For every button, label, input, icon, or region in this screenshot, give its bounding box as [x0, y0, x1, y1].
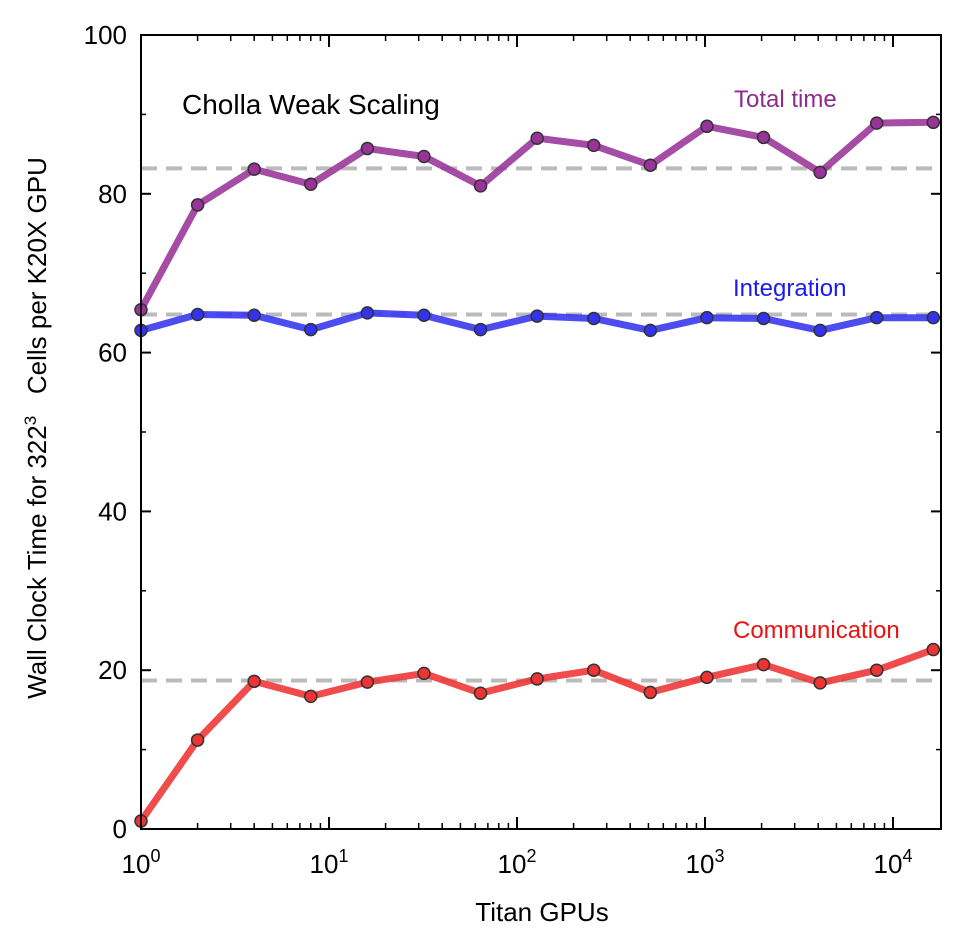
chart-title: Cholla Weak Scaling	[182, 89, 440, 120]
data-point-communication	[360, 675, 375, 689]
data-point-communication	[247, 674, 261, 689]
data-point-total-time	[247, 162, 261, 176]
data-point-total-time	[360, 141, 375, 156]
data-point-communication	[587, 663, 601, 677]
x-tick-label: 101	[310, 846, 349, 879]
series-label-integration: Integration	[733, 275, 846, 302]
data-point-integration	[247, 308, 261, 323]
y-tick-label: 0	[113, 814, 127, 844]
y-tick-label: 20	[98, 655, 127, 685]
data-point-integration	[926, 310, 941, 325]
plot-frame	[140, 34, 942, 830]
data-point-integration	[700, 310, 714, 325]
data-point-total-time	[813, 165, 827, 180]
reference-lines	[141, 166, 941, 683]
data-point-communication	[304, 689, 318, 704]
data-point-integration	[190, 307, 205, 322]
data-point-integration	[304, 322, 318, 337]
x-axis-title: Titan GPUs	[475, 897, 608, 927]
y-tick-label: 80	[98, 179, 127, 209]
data-point-total-time	[530, 131, 544, 145]
series-layer	[134, 115, 941, 828]
data-point-communication	[926, 642, 941, 657]
series-label-communication: Communication	[733, 617, 900, 644]
data-point-integration	[417, 308, 431, 323]
axis-ticks	[140, 34, 941, 830]
data-point-communication	[417, 666, 431, 681]
x-tick-label: 103	[686, 846, 725, 879]
data-point-integration	[587, 311, 601, 326]
data-point-communication	[190, 733, 205, 747]
data-point-communication	[869, 663, 884, 677]
data-point-integration	[643, 323, 658, 338]
y-tick-label: 60	[98, 338, 127, 368]
data-point-total-time	[417, 149, 431, 164]
x-tick-label: 104	[874, 846, 913, 879]
data-point-total-time	[587, 138, 601, 153]
data-point-communication	[813, 676, 827, 690]
series-label-total-time: Total time	[734, 86, 837, 113]
data-point-integration	[473, 322, 488, 337]
tick-labels: 0 20 40 60 80 100 100 101 102 103 104	[84, 20, 913, 879]
data-point-total-time	[700, 119, 714, 134]
data-point-integration	[813, 323, 827, 338]
y-axis-title: Wall Clock Time for 3223 Cells per K20X …	[21, 157, 52, 699]
data-point-total-time	[926, 115, 941, 130]
data-point-total-time	[473, 179, 488, 193]
y-tick-label: 100	[84, 20, 127, 50]
data-point-communication	[473, 686, 488, 700]
data-point-communication	[643, 685, 658, 700]
y-tick-label: 40	[98, 496, 127, 526]
data-point-communication	[530, 672, 544, 686]
data-point-total-time	[304, 177, 318, 192]
data-point-communication	[756, 657, 771, 672]
data-point-total-time	[756, 130, 771, 145]
data-point-communication	[700, 670, 714, 685]
data-point-integration	[360, 306, 375, 320]
x-tick-label: 100	[122, 846, 161, 879]
data-point-total-time	[643, 158, 658, 172]
data-point-integration	[869, 310, 884, 325]
x-tick-label: 102	[498, 846, 537, 879]
data-point-integration	[530, 309, 544, 323]
data-point-total-time	[869, 116, 884, 130]
data-point-total-time	[190, 198, 205, 212]
data-point-integration	[756, 311, 771, 326]
